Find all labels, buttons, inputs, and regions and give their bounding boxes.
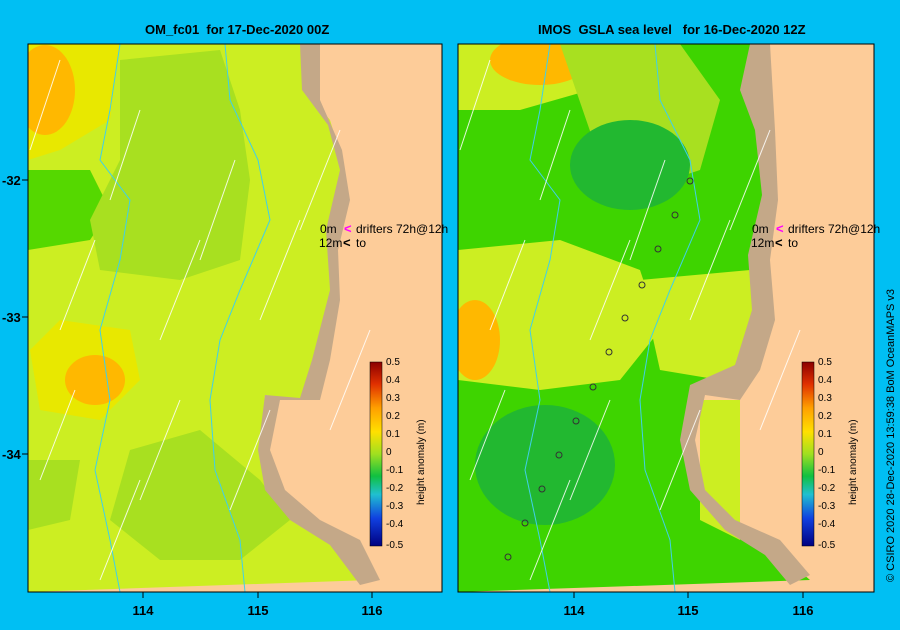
cb-tick: 0.5 <box>818 357 832 368</box>
colorbar-label: height anomaly (m) <box>848 419 859 505</box>
x-tick-left-116: 116 <box>362 603 383 618</box>
x-tick-left-114: 114 <box>133 603 155 618</box>
y-tick-33: -33 <box>2 310 21 325</box>
legend-row2-right: to <box>356 236 366 250</box>
cb-tick: -0.3 <box>386 501 404 512</box>
cb-tick: 0 <box>386 447 392 458</box>
cb-tick: 0.5 <box>386 357 400 368</box>
cb-tick: -0.4 <box>818 519 836 530</box>
drifter-legend-left: 0m < drifters 72h@12h 12m < to <box>319 221 448 250</box>
cb-tick: 0.3 <box>818 393 832 404</box>
colorbar-left: 0.5 0.4 0.3 0.2 0.1 0 -0.1 -0.2 -0.3 -0.… <box>369 357 427 551</box>
cb-tick: -0.1 <box>818 465 836 476</box>
cb-tick: -0.2 <box>386 483 404 494</box>
legend-row1-right: drifters 72h@12h <box>788 222 880 236</box>
left-panel-title: OM_fc01 for 17-Dec-2020 00Z <box>145 22 330 37</box>
drifter-magenta-icon: < <box>344 221 352 236</box>
cb-tick: -0.5 <box>818 540 836 551</box>
cb-tick: -0.1 <box>386 465 404 476</box>
cb-tick: 0.1 <box>386 429 400 440</box>
legend-row2-right: to <box>788 236 798 250</box>
cb-tick: 0.4 <box>818 375 832 386</box>
cb-tick: 0.1 <box>818 429 832 440</box>
legend-row1-left: 0m <box>752 222 769 236</box>
x-tick-right-115: 115 <box>678 603 699 618</box>
credit-text: © CSIRO 2020 28-Dec-2020 13:59:38 BoM Oc… <box>885 289 897 582</box>
y-tick-34: -34 <box>2 447 22 462</box>
cb-tick: 0 <box>818 447 824 458</box>
legend-row2-left: 12m <box>751 236 774 250</box>
drifter-black-icon: < <box>343 235 351 250</box>
colorbar-label: height anomaly (m) <box>416 419 427 505</box>
right-panel-title: IMOS GSLA sea level for 16-Dec-2020 12Z <box>538 22 806 37</box>
drifter-black-icon: < <box>775 235 783 250</box>
x-tick-right-114: 114 <box>564 603 586 618</box>
cb-tick: 0.3 <box>386 393 400 404</box>
legend-row1-left: 0m <box>320 222 337 236</box>
right-frame <box>457 43 875 593</box>
cb-tick: 0.2 <box>818 411 832 422</box>
drifter-legend-right: 0m < drifters 72h@12h 12m < to <box>751 221 880 250</box>
y-tick-32: -32 <box>2 173 21 188</box>
colorbar-right: 0.5 0.4 0.3 0.2 0.1 0 -0.1 -0.2 -0.3 -0.… <box>801 357 859 551</box>
drifter-magenta-icon: < <box>776 221 784 236</box>
x-tick-left-115: 115 <box>248 603 269 618</box>
cb-tick: -0.5 <box>386 540 404 551</box>
cb-tick: -0.2 <box>818 483 836 494</box>
cb-tick: -0.4 <box>386 519 404 530</box>
cb-tick: 0.2 <box>386 411 400 422</box>
cb-tick: -0.3 <box>818 501 836 512</box>
legend-row1-right: drifters 72h@12h <box>356 222 448 236</box>
x-tick-right-116: 116 <box>793 603 814 618</box>
cb-tick: 0.4 <box>386 375 400 386</box>
legend-row2-left: 12m <box>319 236 342 250</box>
left-frame <box>27 43 443 593</box>
